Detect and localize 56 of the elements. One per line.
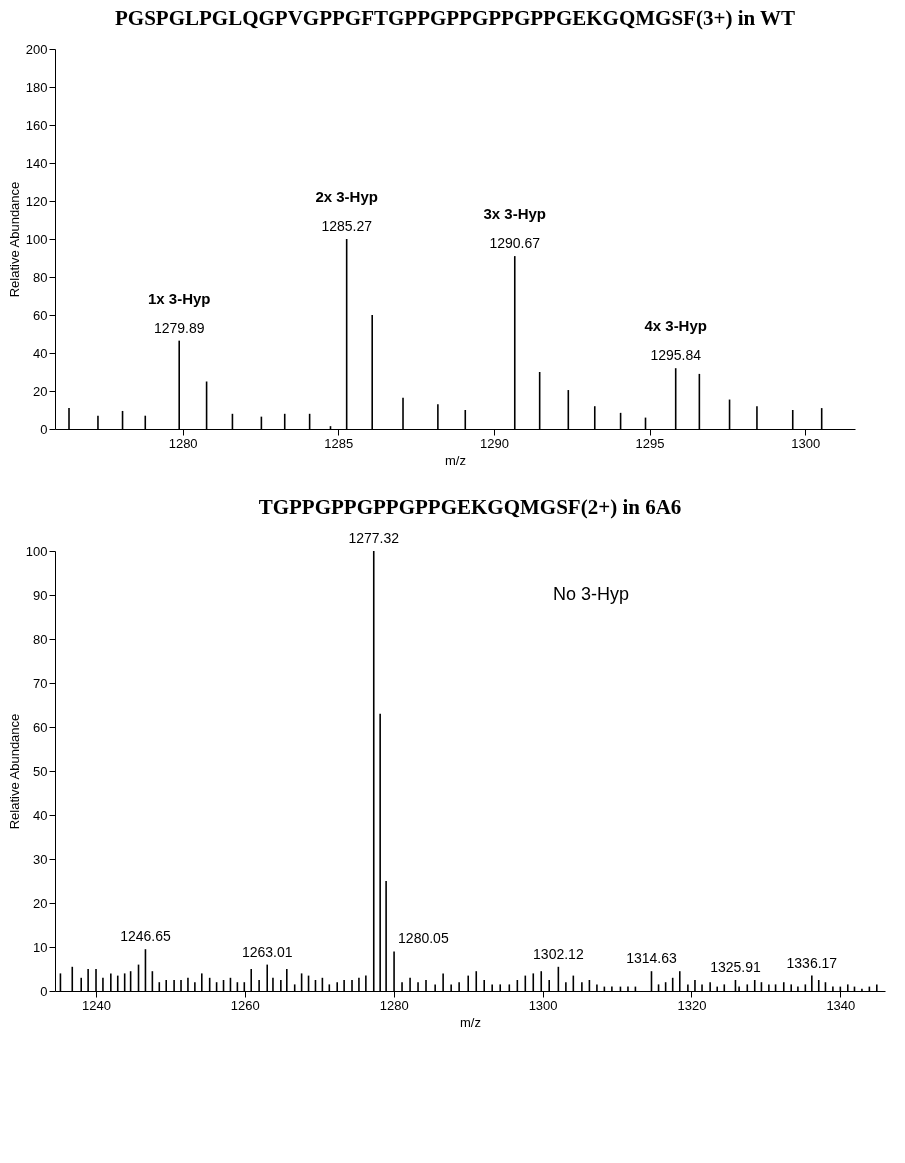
annotation: 1279.89 — [153, 319, 205, 336]
chart-title: TGPPGPPGPPGPPGEKGQMGSF(2+) in 6A6 — [258, 495, 682, 519]
y-tick-label: 100 — [25, 231, 48, 247]
y-tick-label: 60 — [33, 307, 48, 323]
annotation: 2x 3-Hyp — [315, 188, 378, 205]
y-tick-label: 20 — [33, 383, 48, 399]
annotation: 1246.65 — [120, 928, 171, 945]
x-tick-label: 1260 — [230, 997, 260, 1013]
x-tick-label: 1300 — [791, 435, 821, 451]
chart-title: PGSPGLPGLQGPVGPPGFTGPPGPPGPPGPPGEKGQMGSF(3+) in WT — [114, 6, 796, 30]
y-tick-label: 120 — [25, 193, 48, 209]
y-tick-label: 40 — [33, 807, 48, 823]
annotation: 1x 3-Hyp — [147, 289, 211, 307]
x-axis-title: m/z — [445, 452, 466, 468]
annotation: 1285.27 — [321, 218, 373, 234]
annotation: 1280.05 — [398, 930, 449, 947]
y-tick-label: 10 — [33, 939, 48, 955]
annotation: 4x 3-Hyp — [644, 317, 707, 335]
x-tick-label: 1240 — [81, 997, 111, 1013]
y-tick-label: 40 — [33, 345, 48, 361]
y-tick-label: 80 — [33, 631, 48, 647]
annotation: 1336.17 — [786, 954, 838, 971]
y-tick-label: 20 — [33, 895, 48, 911]
x-tick-label: 1285 — [324, 435, 354, 451]
y-tick-label: 70 — [33, 675, 48, 691]
annotation: 1325.91 — [710, 959, 761, 975]
y-tick-label: 50 — [33, 763, 48, 779]
y-tick-label: 160 — [25, 117, 48, 133]
x-tick-label: 1300 — [528, 997, 558, 1013]
x-tick-label: 1280 — [168, 435, 198, 451]
annotation: 1314.63 — [626, 950, 677, 967]
annotation: 3x 3-Hyp — [483, 205, 547, 223]
y-axis-title: Relative Abundance — [6, 181, 22, 298]
x-tick-label: 1340 — [826, 997, 856, 1013]
annotation: 1295.84 — [650, 347, 702, 364]
y-tick-label: 140 — [25, 155, 48, 171]
y-tick-label: 200 — [25, 41, 48, 57]
annotation: 1263.01 — [241, 943, 293, 960]
y-tick-label: 30 — [33, 851, 48, 867]
y-tick-label: 80 — [33, 269, 48, 285]
y-tick-label: 0 — [40, 983, 48, 999]
x-tick-label: 1295 — [635, 435, 665, 451]
y-tick-label: 0 — [40, 421, 48, 437]
x-tick-label: 1290 — [479, 435, 509, 451]
annotation: 1290.67 — [489, 235, 541, 252]
y-tick-label: 180 — [25, 79, 48, 95]
y-tick-label: 100 — [25, 543, 48, 559]
y-tick-label: 60 — [33, 719, 48, 735]
x-tick-label: 1320 — [677, 997, 707, 1013]
x-tick-label: 1280 — [379, 997, 409, 1013]
annotation: No 3-Hyp — [553, 584, 630, 604]
annotation: 1302.12 — [533, 945, 584, 962]
y-tick-label: 90 — [33, 587, 48, 603]
x-axis-title: m/z — [460, 1014, 481, 1030]
annotation: 1277.32 — [348, 530, 400, 546]
y-axis-title: Relative Abundance — [6, 713, 22, 830]
